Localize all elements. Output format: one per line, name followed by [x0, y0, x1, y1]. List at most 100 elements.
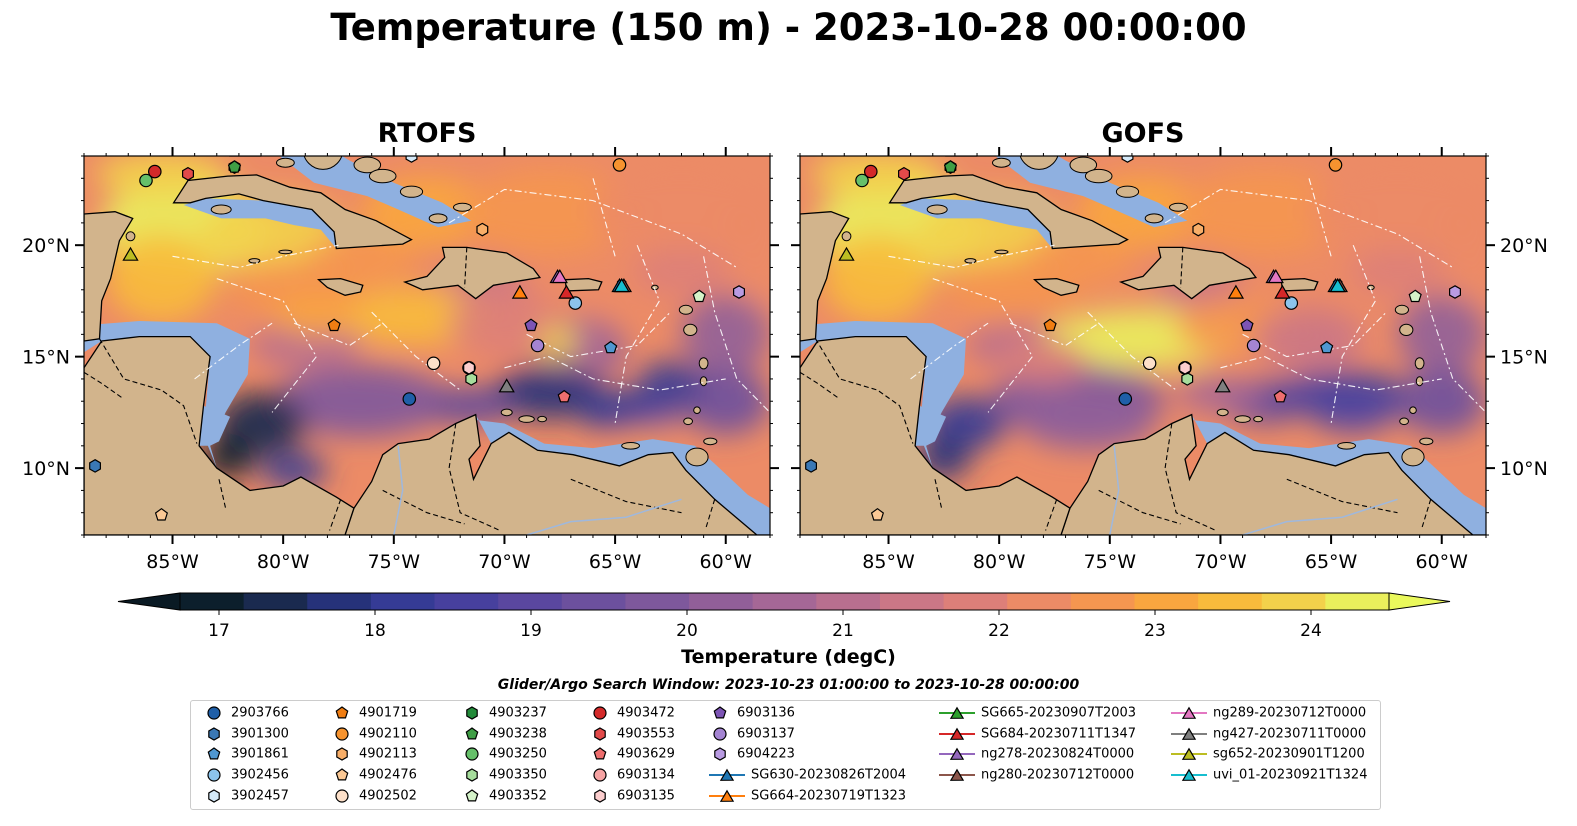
- legend-item-label: 4903238: [489, 726, 547, 742]
- rtofs-argo-6904223: [732, 285, 746, 299]
- gofs-border: [1180, 247, 1184, 288]
- legend-marker-icon: [465, 726, 479, 740]
- rtofs-eez-boundary: [216, 278, 318, 413]
- gofs-island: [926, 204, 948, 215]
- legend-item-label: 6903137: [737, 726, 795, 742]
- rtofs-border: [570, 478, 682, 514]
- rtofs-argo-4902113: [476, 222, 489, 237]
- gofs-eez-boundary: [1330, 244, 1377, 424]
- legend-item-label: 4902476: [359, 767, 417, 783]
- gofs-glider-SG664-20230719T1323: [1227, 284, 1245, 299]
- legend-item: ng427-20230711T0000: [1171, 725, 1366, 743]
- gofs-eez-boundary: [1087, 311, 1177, 391]
- rtofs-argo-4903472: [148, 164, 162, 179]
- legend-marker-icon: [466, 706, 478, 720]
- legend-item-label: 3901861: [231, 746, 289, 762]
- legend-item: 4902110: [331, 725, 417, 743]
- legend-item-label: 3902456: [231, 767, 289, 783]
- rtofs-island: [685, 447, 709, 467]
- legend-item: 6903137: [709, 725, 795, 743]
- gofs-argo-4903472: [863, 164, 878, 179]
- y-tick-label-right-0: 10°N: [1500, 458, 1548, 480]
- legend-item: 4902113: [331, 745, 417, 763]
- colorbar-segment: [1261, 593, 1326, 610]
- gofs-argo-3902457: [1121, 156, 1134, 163]
- rtofs-land-florida: [229, 156, 262, 157]
- colorbar-segment: [370, 593, 436, 610]
- gofs-island: [1115, 185, 1140, 198]
- legend-item: SG630-20230826T2004: [709, 766, 906, 784]
- colorbar-segment: [1134, 593, 1199, 610]
- legend-item-label: 4901719: [359, 705, 417, 721]
- legend-marker-icon: [709, 789, 745, 802]
- rtofs-argo-4903553: [182, 166, 194, 181]
- colorbar-segment: [561, 593, 627, 610]
- rtofs-island: [428, 213, 448, 224]
- gofs-island: [1058, 156, 1065, 157]
- legend-marker-icon: [713, 727, 727, 741]
- legend-item-label: 4902502: [359, 788, 417, 804]
- x-tick-label-1-5: 60°W: [1416, 551, 1469, 573]
- legend-item-label: ng278-20230824T0000: [981, 746, 1135, 762]
- rtofs-eez-boundary: [293, 322, 384, 347]
- gofs-island: [964, 258, 977, 264]
- gofs-glider-sg652-20230901T1200: [838, 246, 855, 261]
- gofs-island: [1419, 437, 1434, 446]
- rtofs-island: [453, 202, 472, 212]
- legend-marker-icon: [709, 768, 745, 782]
- colorbar-segment: [689, 593, 754, 610]
- legend-marker-icon: [207, 706, 221, 720]
- y-tick-label-left-2: 20°N: [22, 235, 70, 257]
- y-tick-label-left-1: 15°N: [22, 347, 70, 369]
- panel-title-gofs: GOFS: [1101, 118, 1185, 149]
- legend-marker-icon: [208, 726, 220, 741]
- colorbar-segment: [498, 593, 563, 610]
- y-tick-label-left-0: 10°N: [22, 458, 70, 480]
- colorbar-frame: [179, 592, 1390, 611]
- rtofs-argo-4903629: [557, 389, 571, 403]
- colorbar-tick-label-2: 19: [520, 621, 542, 641]
- rtofs-argo-3901300: [89, 459, 102, 473]
- gofs-island: [1415, 376, 1424, 387]
- gofs-shelf-venezuela: [1185, 414, 1486, 535]
- colorbar-tick-label-0: 17: [208, 621, 230, 641]
- legend-item-label: 4903237: [489, 705, 547, 721]
- x-tick-label-1-0: 85°W: [862, 551, 915, 573]
- rtofs-argo-6903136: [524, 318, 538, 332]
- rtofs-island: [248, 258, 261, 264]
- rtofs-border: [329, 499, 342, 531]
- gofs-argo-2903766: [1118, 392, 1133, 406]
- legend-marker-icon: [335, 768, 349, 781]
- gofs-island: [1399, 323, 1414, 336]
- rtofs-border: [705, 499, 716, 529]
- gofs-island: [1019, 156, 1059, 170]
- legend-item: ng289-20230712T0000: [1171, 704, 1366, 722]
- rtofs-argo-3902456: [568, 296, 583, 310]
- rtofs-eez-boundary: [526, 311, 671, 358]
- legend-marker-icon: [593, 747, 607, 760]
- colorbar-segment: [879, 593, 945, 610]
- legend-item: 4902502: [331, 787, 417, 805]
- colorbar-segment: [816, 593, 881, 610]
- legend-marker-icon: [1171, 768, 1207, 782]
- legend-item-label: ng280-20230712T0000: [981, 767, 1135, 783]
- rtofs-argo-6903137: [530, 338, 545, 353]
- colorbar-segment: [625, 593, 690, 610]
- legend-item-label: 4903250: [489, 746, 547, 762]
- x-tick-label-0-4: 65°W: [589, 551, 642, 573]
- gofs-border: [1286, 478, 1398, 514]
- gofs-border: [1098, 489, 1181, 525]
- legend-marker-icon: [1171, 706, 1207, 719]
- colorbar-label: Temperature (degC): [681, 646, 896, 668]
- rtofs-eez-boundary: [371, 311, 461, 391]
- legend-item-label: 6904223: [737, 746, 795, 762]
- legend-item-label: 2903766: [231, 705, 289, 721]
- colorbar-tick-label-7: 24: [1300, 621, 1322, 641]
- legend-item-label: 4903350: [489, 767, 547, 783]
- gofs-border: [800, 371, 841, 400]
- rtofs-glider-sg652-20230901T1200: [122, 246, 139, 261]
- legend-item-label: ng427-20230711T0000: [1213, 726, 1367, 742]
- legend-item: 3902456: [203, 766, 289, 784]
- legend-marker-icon: [939, 748, 975, 761]
